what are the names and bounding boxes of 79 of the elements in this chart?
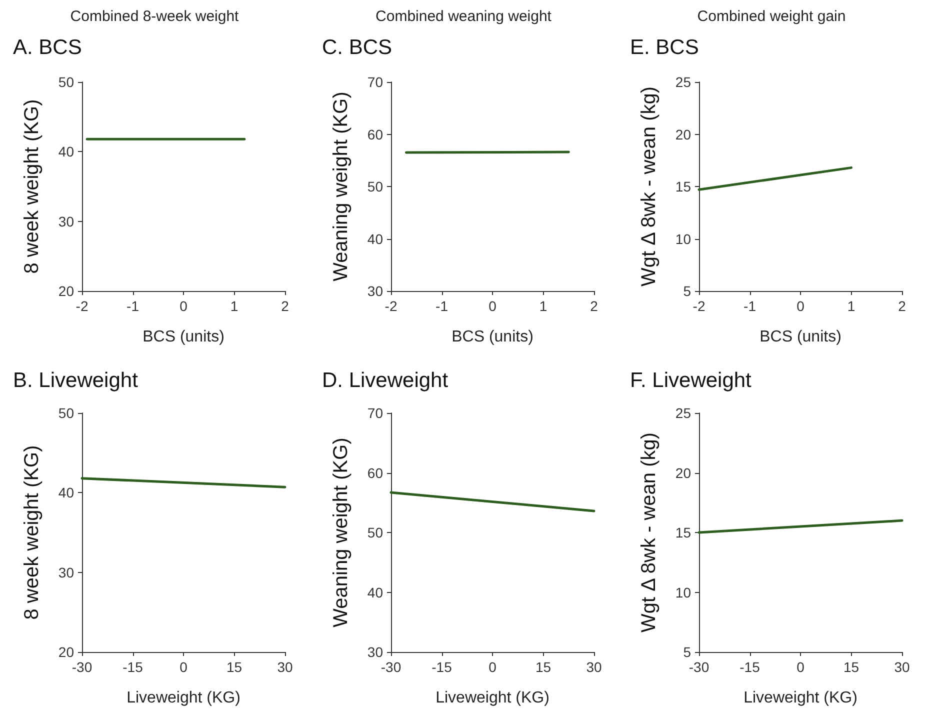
y-tick-label: 20	[58, 644, 74, 660]
y-tick-label: 50	[58, 405, 74, 421]
x-tick-label: 15	[535, 659, 551, 675]
x-axis-title: Liveweight (KG)	[435, 690, 550, 706]
y-tick-label: 60	[367, 126, 383, 142]
y-tick-label: 40	[58, 484, 74, 501]
x-tick-label: -30	[380, 659, 401, 675]
x-tick-label: 2	[590, 298, 598, 314]
chart-title: D. Liveweight	[322, 369, 448, 392]
x-axis-title: Liveweight (KG)	[744, 690, 858, 706]
x-tick-label: -30	[689, 659, 710, 675]
x-tick-label: 30	[586, 659, 602, 675]
chart-subtitle: C. BCS	[322, 36, 392, 59]
y-tick-label: 5	[684, 283, 692, 299]
y-axis-title: 8 week weight (KG)	[21, 445, 43, 620]
y-tick-label: 70	[367, 405, 383, 421]
y-tick-label: 40	[367, 584, 383, 600]
x-axis-title: Liveweight (KG)	[126, 690, 240, 706]
y-tick-label: 20	[676, 126, 692, 142]
y-tick-label: 25	[676, 405, 692, 421]
chart-title: F. Liveweight	[630, 369, 752, 392]
x-tick-label: 30	[894, 659, 910, 675]
x-axis-title: BCS (units)	[142, 328, 224, 346]
y-axis-title: Wgt Δ 8wk - wean (kg)	[638, 432, 660, 633]
chart-subtitle: A. BCS	[13, 36, 82, 59]
chart-subtitle: E. BCS	[630, 36, 700, 59]
x-axis-title: BCS (units)	[760, 328, 842, 346]
x-tick-label: 0	[488, 298, 496, 314]
x-tick-label: 2	[281, 298, 290, 314]
x-tick-label: -30	[72, 659, 92, 675]
y-axis-title: Weaning weight (KG)	[330, 92, 352, 282]
x-tick-label: 0	[488, 659, 496, 675]
y-tick-label: 40	[367, 230, 383, 247]
y-tick-label: 60	[367, 464, 383, 481]
x-tick-label: 0	[796, 659, 805, 675]
x-tick-label: 0	[796, 298, 805, 314]
x-tick-label: -2	[693, 298, 706, 314]
y-tick-label: 70	[367, 74, 383, 90]
x-tick-label: 1	[230, 298, 238, 314]
x-tick-label: 15	[844, 659, 860, 675]
y-tick-label: 30	[58, 213, 74, 230]
x-tick-label: -1	[435, 298, 448, 314]
y-tick-label: 30	[367, 644, 383, 660]
x-tick-label: 0	[180, 298, 188, 314]
y-tick-label: 50	[367, 524, 383, 540]
y-tick-label: 25	[676, 74, 692, 90]
y-tick-label: 30	[367, 283, 383, 299]
chart-title: Combined weaning weight	[375, 8, 552, 25]
y-tick-label: 40	[58, 144, 74, 160]
x-tick-label: 1	[539, 298, 548, 314]
chart-title: Combined weight gain	[698, 8, 846, 25]
y-tick-label: 15	[676, 178, 692, 194]
x-tick-label: -1	[126, 298, 140, 314]
x-tick-label: 0	[180, 659, 188, 675]
x-tick-label: 1	[848, 298, 856, 314]
x-tick-label: -15	[431, 659, 452, 675]
y-tick-label: 15	[676, 524, 692, 540]
y-tick-label: 20	[58, 283, 74, 299]
y-tick-label: 50	[367, 178, 383, 194]
chart-title: B. Liveweight	[13, 369, 138, 392]
y-tick-label: 20	[676, 464, 692, 481]
x-tick-label: -2	[384, 298, 398, 314]
y-axis-title: 8 week weight (KG)	[21, 99, 43, 274]
x-tick-label: 30	[277, 659, 293, 675]
x-tick-label: 2	[898, 298, 906, 314]
y-tick-label: 10	[676, 230, 692, 247]
x-axis-title: BCS (units)	[451, 328, 534, 346]
x-tick-label: -2	[76, 298, 88, 314]
x-tick-label: -15	[122, 659, 144, 675]
x-tick-label: -15	[740, 659, 760, 675]
y-tick-label: 5	[684, 644, 692, 660]
y-tick-label: 30	[58, 564, 74, 580]
y-tick-label: 50	[58, 74, 74, 90]
x-tick-label: 15	[226, 659, 242, 675]
y-axis-title: Wgt Δ 8wk - wean (kg)	[638, 86, 660, 287]
y-axis-title: Weaning weight (KG)	[330, 438, 352, 628]
x-tick-label: -1	[744, 298, 757, 314]
y-tick-label: 10	[676, 584, 692, 600]
chart-title: Combined 8-week weight	[70, 8, 240, 25]
